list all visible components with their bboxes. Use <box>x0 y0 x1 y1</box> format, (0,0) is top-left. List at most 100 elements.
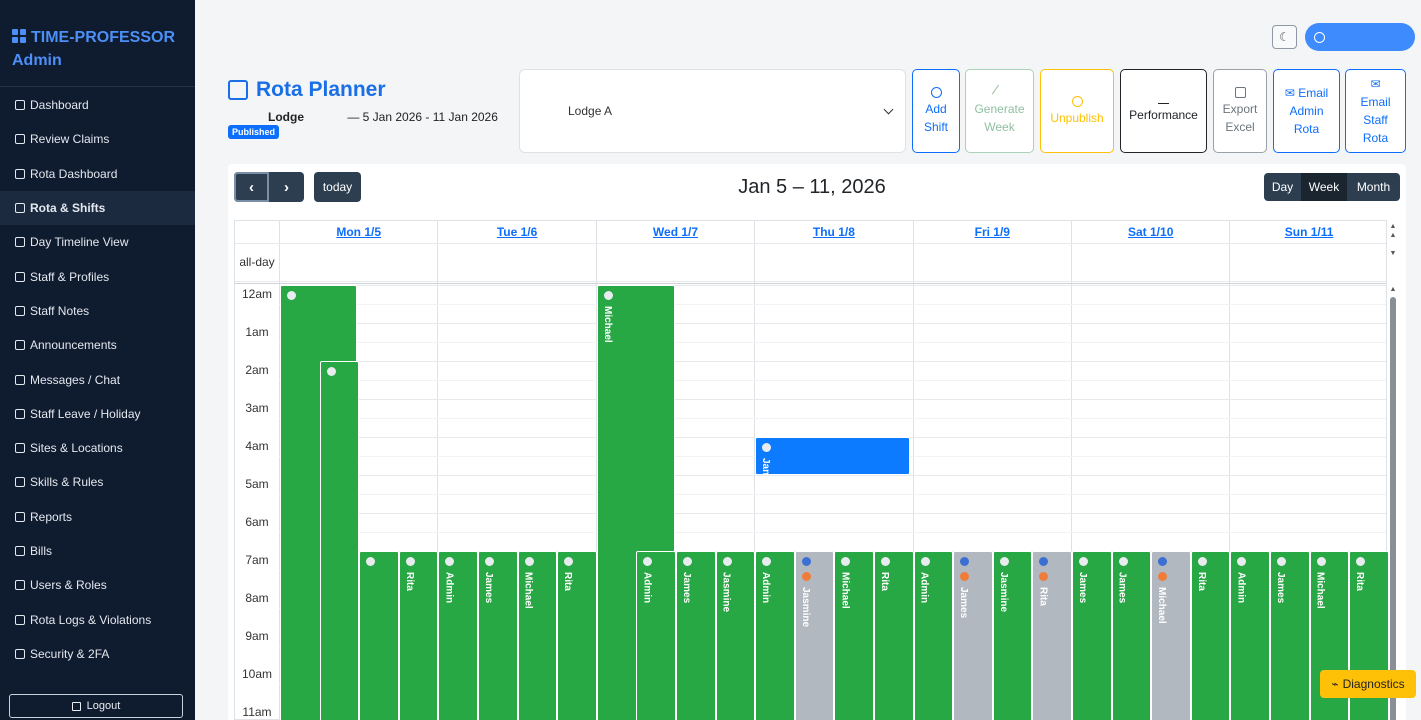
diagnostics-button[interactable]: ⌁ Diagnostics <box>1320 670 1416 698</box>
shift-staff-name: Admin <box>760 572 772 604</box>
sidebar-item-rota-shifts[interactable]: Rota & Shifts <box>0 190 195 226</box>
shift-staff-name: Michael <box>1314 572 1326 609</box>
theme-toggle-button[interactable]: ☾ <box>1272 25 1297 49</box>
view-month-button[interactable]: Month <box>1347 173 1400 201</box>
shift-event[interactable]: Rita <box>874 551 914 720</box>
allday-scrollbar[interactable]: ▲ ▲ ▼ <box>1387 222 1399 280</box>
today-button[interactable]: today <box>314 172 361 202</box>
calendar-grid: all-day Mon 1/5 Tue 1/6 Wed 1/7 Thu 1/8 Fri … <box>234 220 1389 720</box>
brand: TIME-PROFESSOR Admin <box>0 0 195 87</box>
shift-status-dot <box>524 557 534 566</box>
view-week-button[interactable]: Week <box>1301 173 1347 201</box>
prev-week-button[interactable]: ‹ <box>234 172 269 202</box>
chevron-down-icon <box>883 104 894 114</box>
shift-event[interactable]: Rita <box>1032 551 1072 720</box>
sidebar-item-skills-rules[interactable]: Skills & Rules <box>0 465 195 499</box>
shift-event[interactable]: Rita <box>398 551 439 720</box>
home-icon <box>15 100 25 111</box>
add-shift-button[interactable]: Add Shift <box>912 69 960 153</box>
sidebar-item-staff-profiles[interactable]: Staff & Profiles <box>0 259 195 293</box>
generate-week-button[interactable]: Generate Week <box>965 69 1034 153</box>
sidebar-item-day-timeline-view[interactable]: Day Timeline View <box>0 225 195 259</box>
shift-event[interactable]: Michael <box>517 551 558 720</box>
sidebar-item-sites-locations[interactable]: Sites & Locations <box>0 431 195 465</box>
shift-event[interactable]: Michael <box>1151 551 1191 720</box>
sidebar-item-review-claims[interactable]: Review Claims <box>0 122 195 156</box>
view-day-button[interactable]: Day <box>1264 173 1301 201</box>
sidebar-item-messages-chat[interactable]: Messages / Chat <box>0 362 195 396</box>
day-header[interactable]: Sun 1/11 <box>1229 221 1387 243</box>
half-hour-line <box>279 380 1386 381</box>
date-range: — 5 Jan 2026 - 11 Jan 2026 <box>347 110 498 124</box>
sidebar-item-label: Skills & Rules <box>30 475 104 490</box>
day-divider <box>754 221 756 720</box>
site-select-value: Lodge A <box>568 104 613 118</box>
sidebar-item-bills[interactable]: Bills <box>0 534 195 568</box>
logout-button[interactable]: Logout <box>9 694 183 718</box>
shift-event[interactable]: James <box>1270 551 1310 720</box>
view-switcher: Day Week Month <box>1264 173 1400 201</box>
shift-event[interactable]: James <box>1111 551 1152 720</box>
day-header[interactable]: Tue 1/6 <box>437 221 595 243</box>
shift-event[interactable]: James <box>953 551 993 720</box>
shift-status-dot <box>1277 557 1286 566</box>
shift-event[interactable]: Admin <box>755 551 795 720</box>
shift-event[interactable]: Michael <box>834 551 874 720</box>
activity-icon <box>1158 98 1169 104</box>
shift-event[interactable] <box>359 551 399 720</box>
shift-event[interactable]: Admin <box>913 551 954 720</box>
day-divider <box>1229 221 1231 720</box>
notes-icon <box>15 305 25 316</box>
sidebar-item-label: Announcements <box>30 338 117 353</box>
export-excel-button[interactable]: Export Excel <box>1213 69 1267 153</box>
email-staff-rota-button[interactable]: ✉ Email Staff Rota <box>1345 69 1406 153</box>
shift-status-dot <box>801 572 811 581</box>
sidebar-item-reports[interactable]: Reports <box>0 500 195 534</box>
day-header[interactable]: Mon 1/5 <box>279 221 437 243</box>
performance-button[interactable]: Performance <box>1120 69 1207 153</box>
time-grid-scrollbar[interactable]: ▲ <box>1387 286 1399 720</box>
site-select[interactable]: Lodge A <box>519 69 906 153</box>
day-header[interactable]: Fri 1/9 <box>912 221 1071 243</box>
sidebar-item-staff-leave-holiday[interactable]: Staff Leave / Holiday <box>0 397 195 431</box>
shift-event[interactable]: Jasmine <box>992 551 1033 720</box>
sidebar-item-staff-notes[interactable]: Staff Notes <box>0 294 195 328</box>
scroll-arrows-icon: ▲ ▲ ▼ <box>1389 223 1397 257</box>
shift-event[interactable]: Jasmine <box>715 551 756 720</box>
shift-event[interactable]: Jan <box>755 437 910 475</box>
day-header[interactable]: Sat 1/10 <box>1071 221 1229 243</box>
shift-event[interactable]: Jasmine <box>794 551 835 720</box>
shift-status-dot <box>841 557 851 566</box>
sidebar-item-announcements[interactable]: Announcements <box>0 328 195 362</box>
day-header[interactable]: Thu 1/8 <box>754 221 912 243</box>
shift-event[interactable]: Rita <box>557 551 597 720</box>
next-week-button[interactable]: › <box>269 172 304 202</box>
shift-event[interactable]: Admin <box>1230 551 1270 720</box>
shift-event[interactable]: Admin <box>636 551 676 720</box>
sidebar-item-dashboard[interactable]: Dashboard <box>0 88 195 122</box>
scroll-thumb[interactable] <box>1390 297 1396 720</box>
sidebar-item-users-roles[interactable]: Users & Roles <box>0 568 195 602</box>
sidebar-item-security-2fa[interactable]: Security & 2FA <box>0 637 195 671</box>
shift-event[interactable]: Admin <box>438 551 478 720</box>
timeline-icon <box>15 237 25 248</box>
sidebar-item-rota-logs-violations[interactable]: Rota Logs & Violations <box>0 602 195 636</box>
shift-event[interactable]: James <box>478 551 518 720</box>
shift-status-dot <box>920 557 930 566</box>
user-menu-button[interactable] <box>1305 23 1415 51</box>
shift-event[interactable] <box>319 361 360 720</box>
calendar-title: Jan 5 – 11, 2026 <box>738 176 886 198</box>
shift-status-dot <box>762 557 772 566</box>
email-admin-rota-button[interactable]: ✉ Email Admin Rota <box>1273 69 1340 153</box>
day-header[interactable]: Wed 1/7 <box>595 221 754 243</box>
shift-status-dot <box>603 291 613 300</box>
time-label: 12am <box>241 287 273 301</box>
shift-event[interactable]: Rita <box>1190 551 1231 720</box>
sidebar-item-rota-dashboard[interactable]: Rota Dashboard <box>0 157 195 191</box>
shield-icon <box>15 648 25 659</box>
shift-status-dot <box>881 557 890 566</box>
shift-event[interactable]: James <box>676 551 716 720</box>
page-title: Rota Planner <box>228 78 386 102</box>
shift-event[interactable]: James <box>1072 551 1112 720</box>
unpublish-button[interactable]: Unpublish <box>1040 69 1114 153</box>
